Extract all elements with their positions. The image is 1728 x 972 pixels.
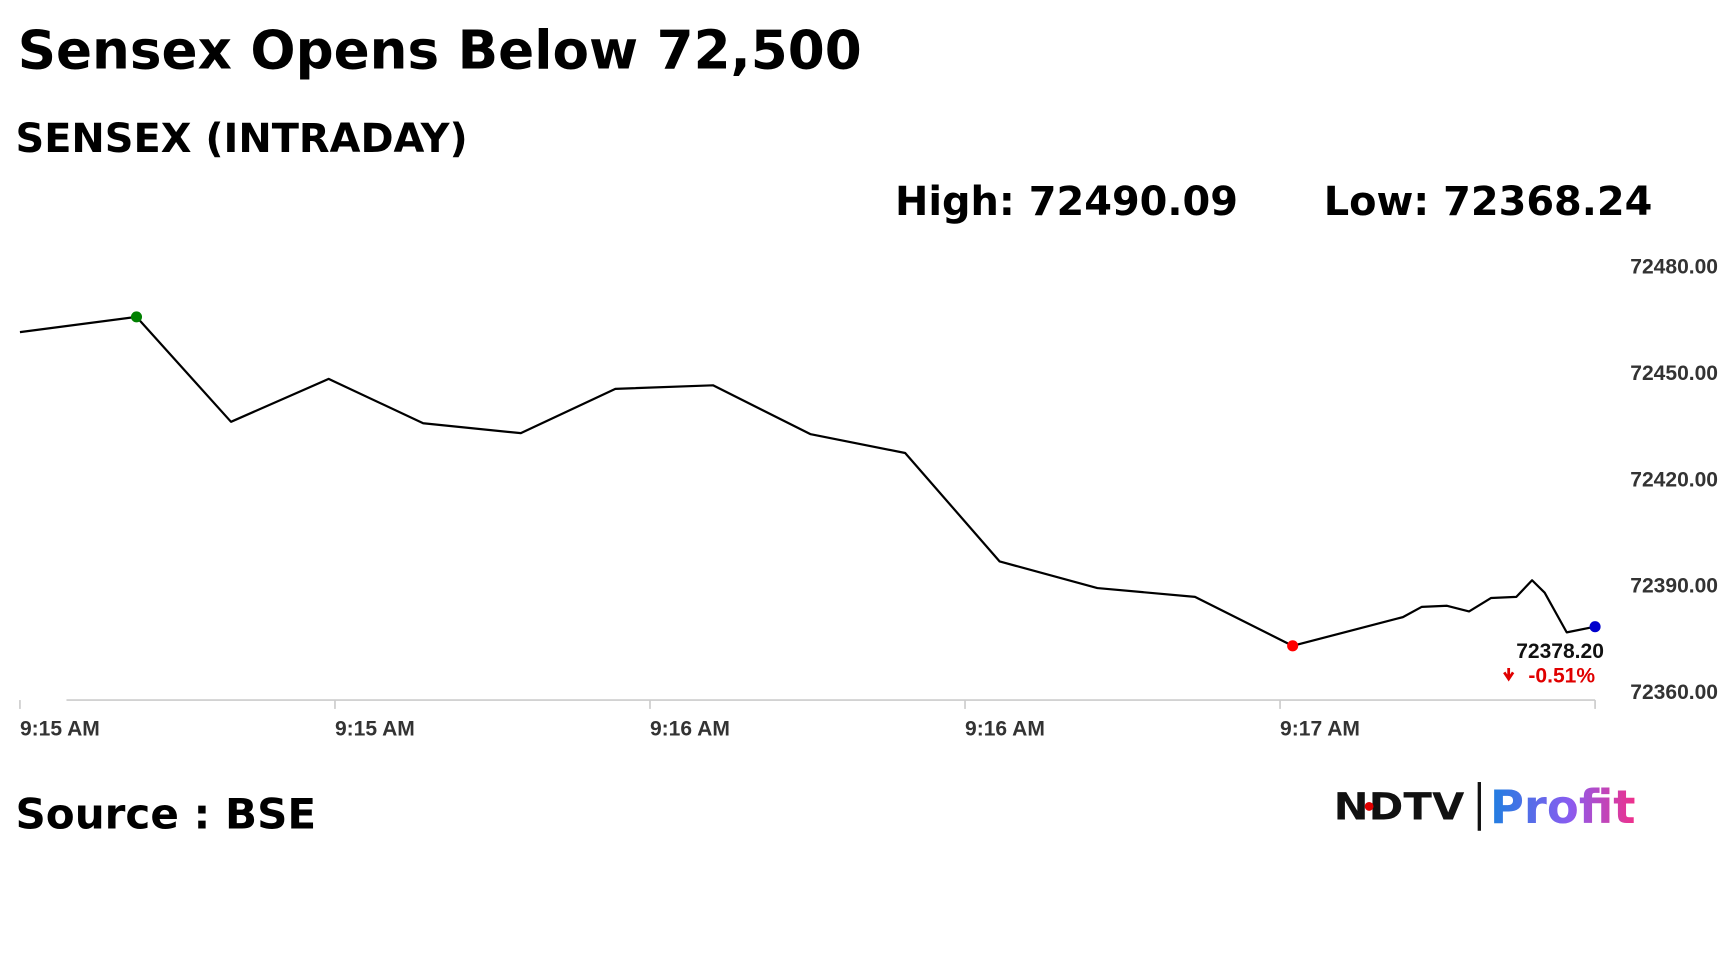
change-label: -0.51% [1528,664,1595,687]
y-tick-label: 72360.00 [1630,681,1718,704]
logo-divider [1477,782,1481,831]
logo-dot [1364,801,1374,811]
point-marker [1589,621,1601,633]
x-tick-label: 9:16 AM [965,718,1045,741]
x-tick-label: 9:17 AM [1280,718,1360,741]
low-label: Low: 72368.24 [1324,179,1653,225]
y-tick-label: 72450.00 [1630,362,1718,385]
point-marker [1287,640,1299,652]
logo-profit: Profit [1490,780,1636,834]
high-label: High: 72490.09 [895,179,1238,225]
y-tick-label: 72390.00 [1630,575,1718,598]
x-tick-label: 9:16 AM [650,718,730,741]
chart-title: Sensex Opens Below 72,500 [18,20,862,82]
subtitle: SENSEX (INTRADAY) [16,116,468,162]
series-line [19,315,1596,647]
y-tick-label: 72480.00 [1630,256,1718,279]
x-tick-label: 9:15 AM [20,718,100,741]
point-marker [130,311,143,323]
down-arrow [1503,667,1515,682]
last-value-label: 72378.20 [1516,640,1604,663]
logo-ndtv: NDTV [1334,785,1465,829]
source: Source : BSE [16,790,317,839]
y-tick-label: 72420.00 [1630,468,1718,491]
x-tick-label: 9:15 AM [335,718,415,741]
